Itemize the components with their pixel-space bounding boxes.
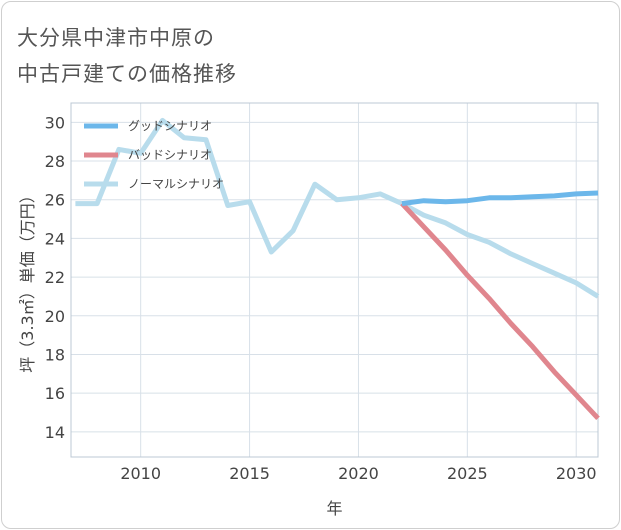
y-tick-label: 14 <box>45 423 65 442</box>
y-tick-label: 28 <box>45 152 65 171</box>
y-tick-label: 24 <box>45 229 65 248</box>
y-tick-label: 26 <box>45 191 65 210</box>
y-tick-label: 20 <box>45 307 65 326</box>
series-line-good <box>401 190 599 207</box>
series-line-normal <box>75 117 600 299</box>
x-tick-label: 2025 <box>447 464 488 483</box>
series-layer <box>75 117 600 421</box>
legend-label: グッドシナリオ <box>128 119 212 133</box>
x-tick-label: 2015 <box>229 464 270 483</box>
y-axis-label: 坪（3.3㎡）単価（万円） <box>18 187 37 372</box>
axis-ticks: 2010 2015 2020 2025 2030 14 16 18 20 22 24 26 28 30 <box>45 113 597 483</box>
y-tick-label: 30 <box>45 113 65 132</box>
page-title-line-1: 大分県中津市中原の <box>17 26 215 50</box>
x-tick-label: 2010 <box>120 464 161 483</box>
x-tick-label: 2020 <box>338 464 379 483</box>
y-tick-label: 22 <box>45 268 65 287</box>
legend-label: バッドシナリオ <box>128 148 212 162</box>
page-title-line-2: 中古戸建ての価格推移 <box>17 62 237 86</box>
plot-frame <box>70 102 599 458</box>
x-axis-label: 年 <box>326 499 342 518</box>
series-line-bad <box>400 201 600 421</box>
legend-label: ノーマルシナリオ <box>128 177 224 191</box>
x-tick-label: 2030 <box>556 464 597 483</box>
y-tick-label: 16 <box>45 384 65 403</box>
y-tick-label: 18 <box>45 345 65 364</box>
